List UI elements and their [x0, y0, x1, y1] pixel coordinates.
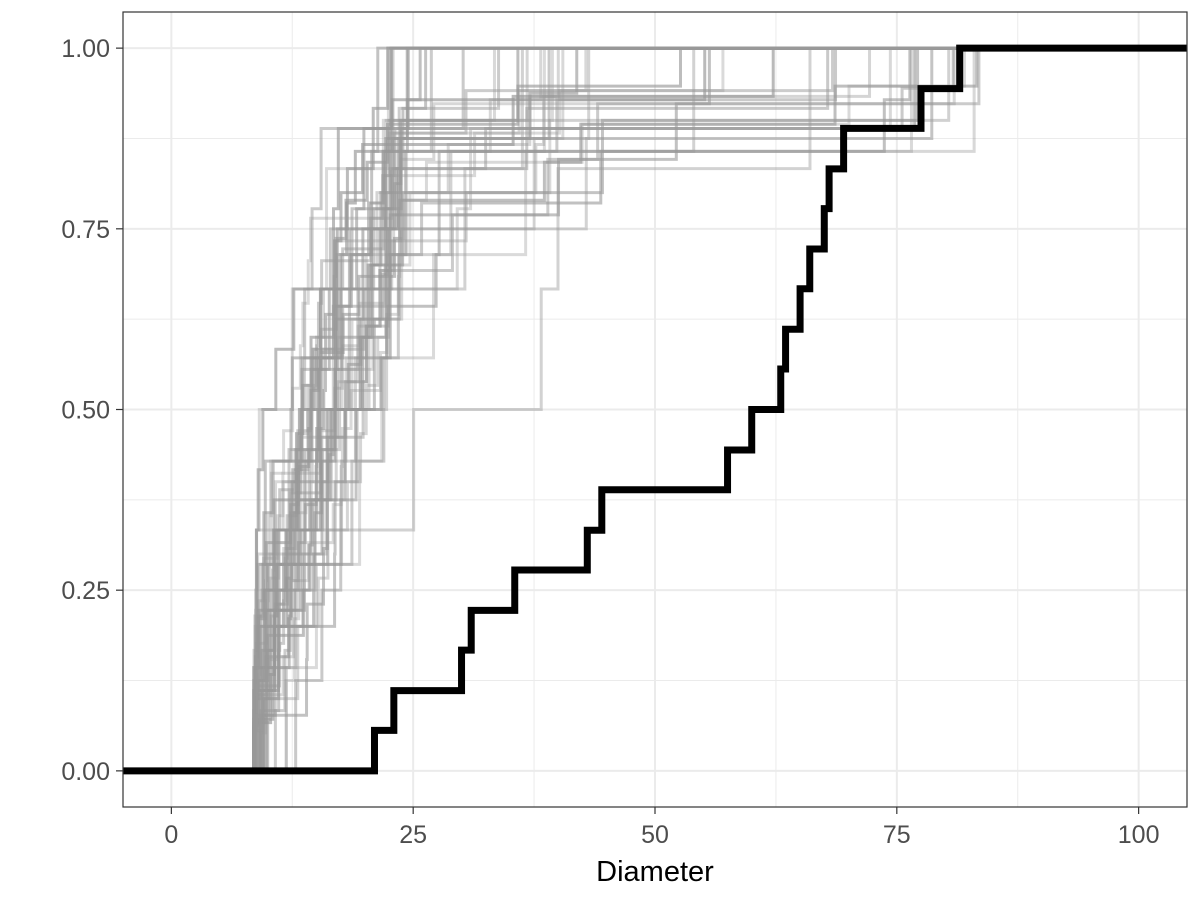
y-tick-label: 0.25 [61, 577, 110, 605]
x-tick-label: 0 [164, 821, 178, 849]
simulated-ecdf-series [123, 46, 1187, 773]
simulated-ecdf-series [123, 46, 1187, 773]
simulated-ecdf-series [123, 46, 1187, 773]
y-tick-label: 0.00 [61, 758, 110, 786]
simulated-ecdf-series [123, 46, 1187, 773]
x-tick-label: 75 [883, 821, 911, 849]
y-tick-label: 0.50 [61, 397, 110, 425]
simulated-ecdf-series [123, 46, 1187, 773]
simulated-ecdf-series [123, 46, 1187, 773]
simulated-ecdf-series [123, 46, 1187, 773]
observed-ecdf-line [123, 44, 1187, 775]
simulated-ecdf-lines [123, 46, 1187, 773]
observed-ecdf-series [123, 44, 1187, 775]
x-tick-label: 25 [399, 821, 427, 849]
simulated-ecdf-series [123, 46, 1187, 773]
x-tick-label: 50 [641, 821, 669, 849]
y-tick-label: 1.00 [61, 35, 110, 63]
y-tick-label: 0.75 [61, 216, 110, 244]
x-axis-title: Diameter [596, 856, 714, 888]
simulated-ecdf-series [123, 46, 1187, 773]
x-axis-ticks: 0 25 50 75 100 [164, 807, 1159, 849]
simulated-ecdf-series [123, 46, 1187, 773]
simulated-ecdf-series [123, 46, 1187, 773]
y-axis-ticks: 0.00 0.25 0.50 0.75 1.00 [61, 35, 123, 786]
x-tick-label: 100 [1118, 821, 1160, 849]
